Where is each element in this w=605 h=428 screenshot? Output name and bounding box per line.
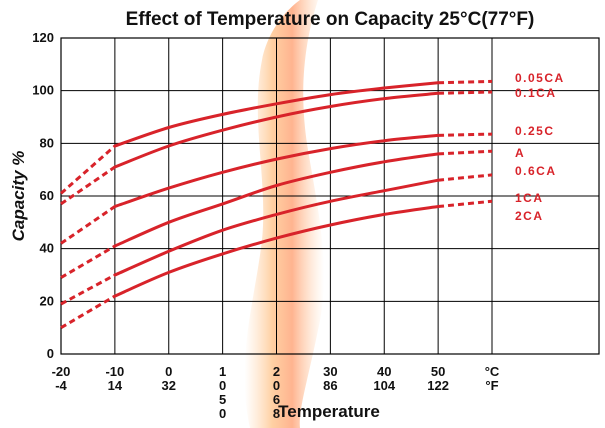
series-line-extrapolated-high <box>438 79 493 85</box>
chart-title: Effect of Temperature on Capacity 25°C(7… <box>126 9 535 30</box>
series-line <box>113 133 440 208</box>
y-axis-ticks: 0 20 40 60 80 100 120 <box>32 30 54 361</box>
y-tick-label: 40 <box>40 241 54 256</box>
series-line-extrapolated-high <box>437 199 493 208</box>
x-tick-label: °C°F <box>485 364 500 393</box>
y-tick-label: 20 <box>40 293 54 308</box>
series-label: A <box>515 146 525 160</box>
x-tick-label-fahrenheit: 122 <box>427 378 449 393</box>
x-tick-label: 032 <box>162 364 176 393</box>
series-line-extrapolated-low <box>60 144 116 195</box>
series-line <box>113 81 440 148</box>
x-tick-label-char: 0 <box>219 406 226 421</box>
x-tick-label-fahrenheit: 14 <box>108 378 123 393</box>
series-1CA <box>60 173 493 306</box>
x-tick-label-char: 0 <box>273 378 280 393</box>
x-axis-label: Temperature <box>278 402 380 421</box>
series-line <box>113 91 440 169</box>
x-tick-label-celsius: 40 <box>377 364 391 379</box>
x-tick-label-char: 2 <box>273 364 280 379</box>
y-axis-label: Capacity % <box>9 151 28 242</box>
x-tick-label-celsius: -20 <box>52 364 71 379</box>
y-tick-label: 100 <box>32 83 54 98</box>
x-tick-label-celsius: -10 <box>105 364 124 379</box>
series-line <box>113 178 440 277</box>
series-lines <box>60 79 493 329</box>
series-label: 0.25C <box>515 124 555 138</box>
series-label: 0.05CA <box>515 71 565 85</box>
series-line-extrapolated-high <box>438 132 493 137</box>
series-0.6CA <box>60 149 493 279</box>
series-0.05CA <box>60 79 493 195</box>
series-line-extrapolated-low <box>60 273 116 306</box>
series-line-extrapolated-high <box>438 90 493 95</box>
x-tick-label-celsius: 0 <box>165 364 172 379</box>
series-line <box>113 152 440 248</box>
x-tick-label: -20-4 <box>52 364 71 393</box>
series-label: 2CA <box>515 209 544 223</box>
plot-frame <box>60 37 600 355</box>
series-line-extrapolated-high <box>437 173 493 182</box>
x-tick-label-fahrenheit: 32 <box>162 378 176 393</box>
series-line-extrapolated-high <box>438 149 493 156</box>
y-tick-label: 0 <box>47 346 54 361</box>
x-tick-label-fahrenheit: -4 <box>55 378 67 393</box>
x-tick-label-fahrenheit: 104 <box>373 378 395 393</box>
y-tick-label: 120 <box>32 30 54 45</box>
x-tick-label-char: 8 <box>273 406 280 421</box>
x-tick-label-celsius: 30 <box>323 364 337 379</box>
series-line-extrapolated-low <box>60 244 116 279</box>
x-tick-label-celsius: °C <box>485 364 500 379</box>
series-0.25CA <box>60 132 493 245</box>
y-tick-label: 60 <box>40 188 54 203</box>
series-label: 1CA <box>515 191 544 205</box>
series-line <box>113 205 440 298</box>
grid <box>61 38 599 354</box>
x-tick-label-char: 0 <box>219 378 226 393</box>
series-line-extrapolated-low <box>60 205 116 245</box>
series-2CA <box>60 199 493 329</box>
x-tick-label-char: 5 <box>219 392 226 407</box>
series-label: 0.1CA <box>515 86 557 100</box>
series-line-extrapolated-low <box>60 294 116 329</box>
series-label: 0.6CA <box>515 164 557 178</box>
series-0.1CA <box>60 90 493 206</box>
series-line-extrapolated-low <box>60 165 116 206</box>
x-tick-label-fahrenheit: °F <box>485 378 498 393</box>
x-tick-label-fahrenheit: 86 <box>323 378 337 393</box>
x-tick-label-char: 6 <box>273 392 280 407</box>
x-tick-label-char: 1 <box>219 364 226 379</box>
x-tick-label-celsius: 50 <box>431 364 445 379</box>
watermark-flame <box>244 0 324 428</box>
y-tick-label: 80 <box>40 135 54 150</box>
